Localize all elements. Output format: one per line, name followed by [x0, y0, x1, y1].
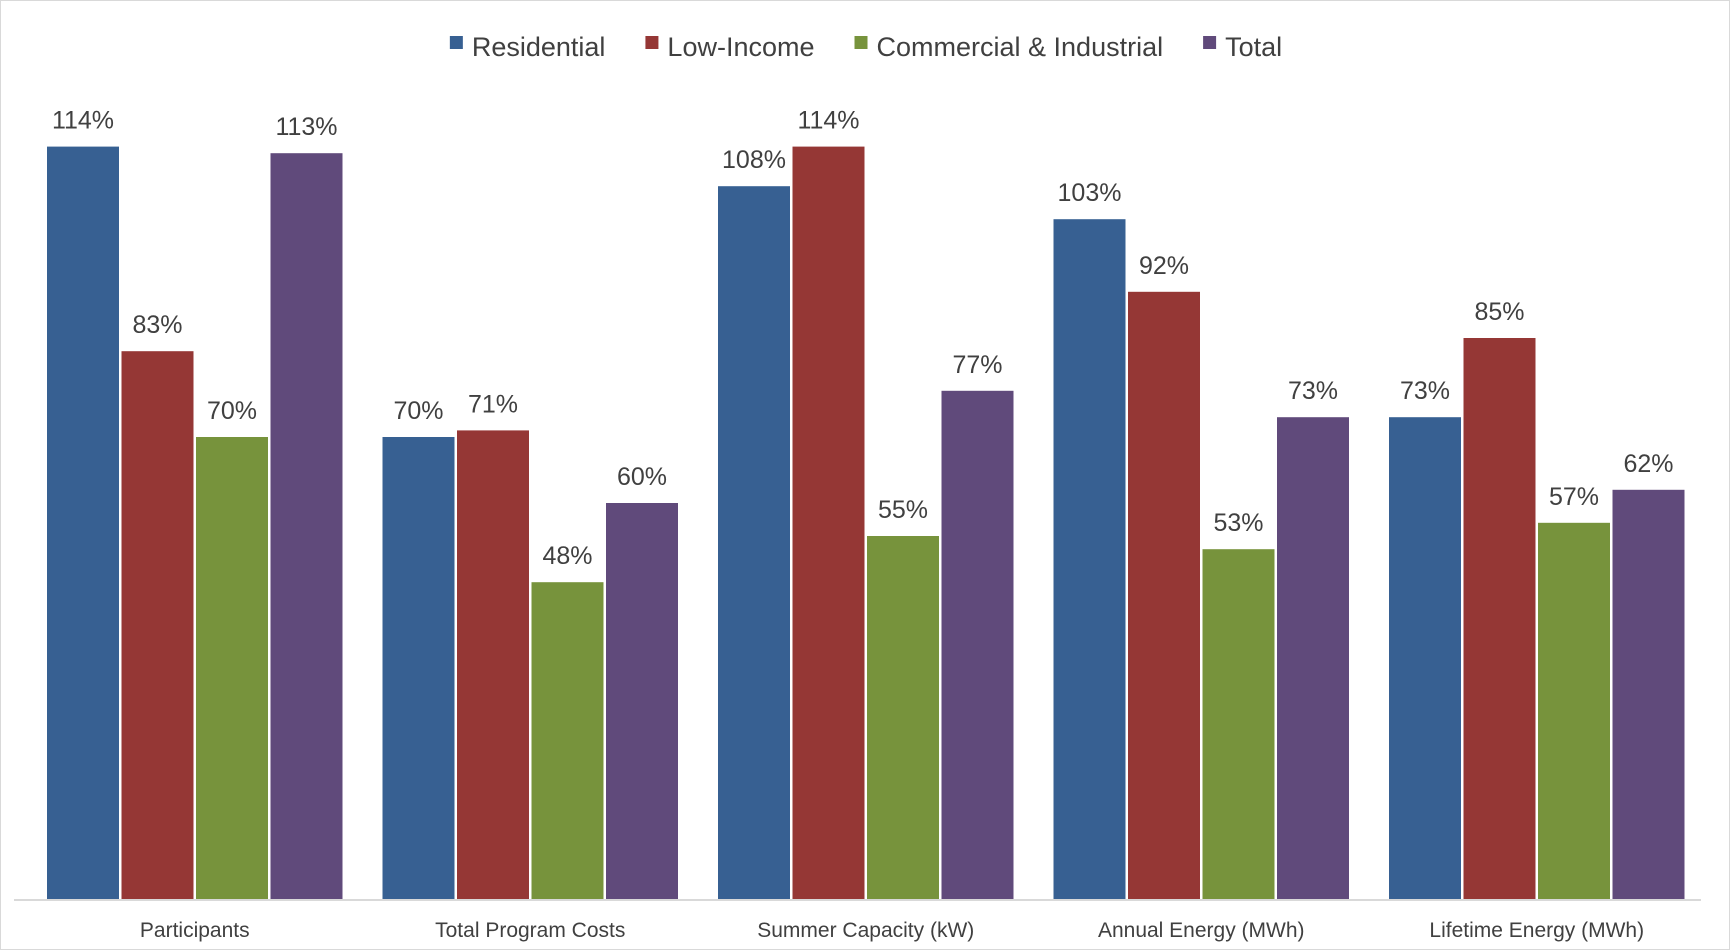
bar-low-income-lifetime-energy-mwh	[1463, 338, 1536, 899]
legend-swatch-total	[1203, 36, 1217, 49]
legend-item-commercial-and-industrial: Commercial & Industrial	[854, 32, 1164, 62]
category-label-participants: Participants	[140, 919, 250, 942]
data-label-residential-total-program-costs: 70%	[393, 397, 443, 425]
data-label-low-income-summer-capacity-kw: 114%	[797, 107, 859, 135]
data-label-total-annual-energy-mwh: 73%	[1288, 377, 1338, 405]
category-label-annual-energy-mwh: Annual Energy (MWh)	[1098, 919, 1305, 942]
bar-low-income-annual-energy-mwh	[1128, 291, 1200, 899]
data-label-total-summer-capacity-kw: 77%	[952, 351, 1002, 379]
category-label-lifetime-energy-mwh: Lifetime Energy (MWh)	[1429, 919, 1644, 942]
data-label-commercial-and-industrial-participants: 70%	[207, 397, 257, 425]
bar-total-summer-capacity-kw	[941, 390, 1014, 899]
data-label-residential-participants: 114%	[52, 107, 114, 135]
category-labels: Participants Total Program Costs Summer Ca…	[140, 919, 1644, 942]
legend: Residential Low-Income Commercial & Indust…	[449, 32, 1282, 62]
data-label-total-total-program-costs: 60%	[617, 463, 667, 491]
bar-low-income-total-program-costs	[457, 430, 529, 899]
category-label-summer-capacity-kw: Summer Capacity (kW)	[757, 919, 974, 942]
bar-residential-annual-energy-mwh	[1053, 219, 1126, 899]
bar-residential-participants	[47, 146, 119, 900]
legend-item-low-income: Low-Income	[645, 32, 815, 62]
data-label-commercial-and-industrial-summer-capacity-kw: 55%	[878, 496, 928, 524]
bar-commercial-and-industrial-lifetime-energy-mwh	[1538, 522, 1610, 899]
bar-commercial-and-industrial-annual-energy-mwh	[1202, 549, 1275, 899]
data-label-low-income-lifetime-energy-mwh: 85%	[1474, 298, 1524, 326]
data-label-commercial-and-industrial-annual-energy-mwh: 53%	[1213, 509, 1263, 537]
data-label-total-participants: 113%	[275, 113, 337, 141]
legend-item-total: Total	[1203, 32, 1282, 62]
data-labels: 114% 83% 70% 113% 70% 71% 48% 60% 108% 114% 55% 77%…	[52, 107, 1674, 571]
bar-residential-lifetime-energy-mwh	[1389, 417, 1461, 899]
bar-total-annual-energy-mwh	[1277, 417, 1349, 899]
legend-label-low-income: Low-Income	[667, 32, 814, 62]
data-label-low-income-annual-energy-mwh: 92%	[1139, 252, 1189, 280]
data-label-commercial-and-industrial-total-program-costs: 48%	[542, 542, 592, 570]
data-label-residential-summer-capacity-kw: 108%	[722, 146, 786, 174]
bar-commercial-and-industrial-participants	[196, 437, 268, 899]
legend-swatch-low-income	[645, 36, 659, 49]
legend-label-residential: Residential	[472, 32, 606, 62]
bar-commercial-and-industrial-summer-capacity-kw	[867, 536, 939, 899]
bar-commercial-and-industrial-total-program-costs	[531, 582, 604, 899]
bar-residential-total-program-costs	[382, 437, 455, 899]
data-label-total-lifetime-energy-mwh: 62%	[1623, 450, 1673, 478]
data-label-low-income-total-program-costs: 71%	[468, 390, 518, 418]
legend-swatch-residential	[449, 36, 463, 49]
legend-label-total: Total	[1225, 32, 1282, 62]
bars	[47, 146, 1685, 900]
bar-total-participants	[270, 153, 343, 899]
data-label-residential-annual-energy-mwh: 103%	[1058, 179, 1122, 207]
legend-label-commercial-and-industrial: Commercial & Industrial	[877, 32, 1164, 62]
category-label-total-program-costs: Total Program Costs	[435, 919, 625, 942]
legend-swatch-commercial-and-industrial	[854, 36, 868, 49]
data-label-low-income-participants: 83%	[132, 311, 182, 339]
bar-low-income-participants	[121, 351, 194, 899]
bar-low-income-summer-capacity-kw	[792, 146, 865, 900]
data-label-residential-lifetime-energy-mwh: 73%	[1400, 377, 1450, 405]
bar-total-lifetime-energy-mwh	[1612, 489, 1685, 899]
bar-total-total-program-costs	[606, 503, 678, 899]
bar-residential-summer-capacity-kw	[718, 186, 790, 899]
legend-item-residential: Residential	[449, 32, 606, 62]
data-label-commercial-and-industrial-lifetime-energy-mwh: 57%	[1549, 483, 1599, 511]
